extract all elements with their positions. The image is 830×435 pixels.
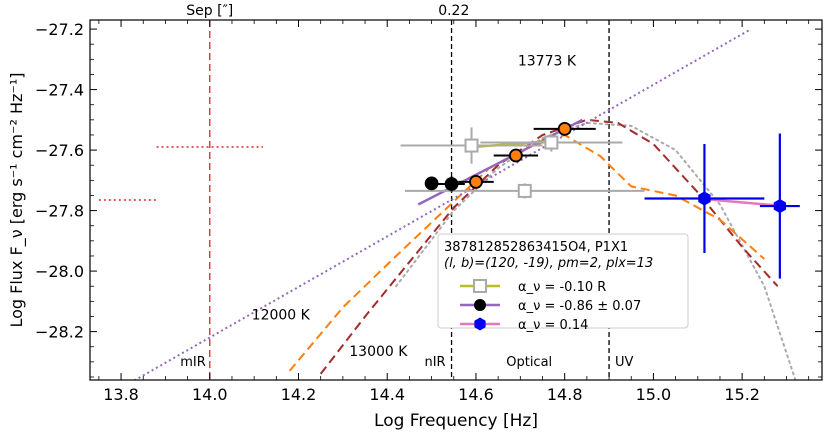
legend-label-1: α_ν = -0.86 ± 0.07: [518, 299, 641, 314]
band-label-uv: UV: [615, 355, 634, 370]
x-tick-label: 14.2: [281, 385, 317, 404]
x-tick-label: 14.4: [369, 385, 405, 404]
legend-subtitle: (l, b)=(120, -19), pm=2, plx=13: [444, 256, 653, 271]
y-axis-label: Log Flux F_ν [erg s⁻¹ cm⁻² Hz⁻¹]: [7, 73, 27, 328]
uv-data-point: [698, 191, 711, 206]
main-data-point: [424, 176, 439, 191]
band-label-nir: nIR: [424, 355, 445, 370]
legend-marker-1: [474, 299, 486, 311]
top-label-1: 0.22: [438, 3, 469, 19]
blackbody-13773k-curve: [395, 121, 797, 380]
temperature-label-0: 13773 K: [518, 53, 577, 69]
x-tick-label: 15.0: [636, 385, 672, 404]
y-tick-label: −28.0: [35, 262, 84, 281]
main-data-point: [469, 174, 483, 189]
legend-marker-2: [474, 317, 486, 331]
uv-fit-line: [704, 197, 781, 207]
temperature-label-1: 12000 K: [252, 307, 311, 323]
legend-label-2: α_ν = 0.14: [518, 318, 588, 333]
legend-title: 387812852863415O4, P1X1: [444, 240, 628, 255]
legend-box: [437, 233, 689, 329]
uv-data-point: [773, 199, 786, 214]
x-tick-label: 13.8: [103, 385, 139, 404]
x-tick-label: 14.6: [458, 385, 494, 404]
legend-marker-0: [473, 279, 487, 293]
band-label-optical: Optical: [506, 355, 552, 370]
temperature-label-2: 13000 K: [349, 344, 408, 360]
y-tick-label: −28.2: [35, 323, 84, 342]
r-band-point: [517, 183, 532, 198]
main-data-point: [557, 122, 572, 136]
x-tick-label: 14.0: [192, 385, 228, 404]
main-data-point: [444, 177, 459, 191]
x-tick-label: 15.2: [724, 385, 760, 404]
r-band-point: [544, 135, 559, 150]
x-tick-label: 14.8: [547, 385, 583, 404]
plot-frame: [89, 19, 823, 381]
power-law-extrapolation: [133, 28, 752, 380]
main-data-point: [508, 148, 523, 163]
top-label-0: Sep [″]: [186, 3, 233, 19]
band-label-mir: mIR: [180, 355, 206, 370]
y-tick-label: −27.2: [35, 20, 84, 39]
y-tick-label: −27.6: [35, 141, 84, 160]
r-band-point: [464, 138, 479, 153]
y-tick-label: −27.8: [35, 202, 84, 221]
legend-label-0: α_ν = -0.10 R: [518, 280, 606, 295]
x-axis-label: Log Frequency [Hz]: [374, 411, 538, 431]
y-tick-label: −27.4: [35, 81, 84, 100]
